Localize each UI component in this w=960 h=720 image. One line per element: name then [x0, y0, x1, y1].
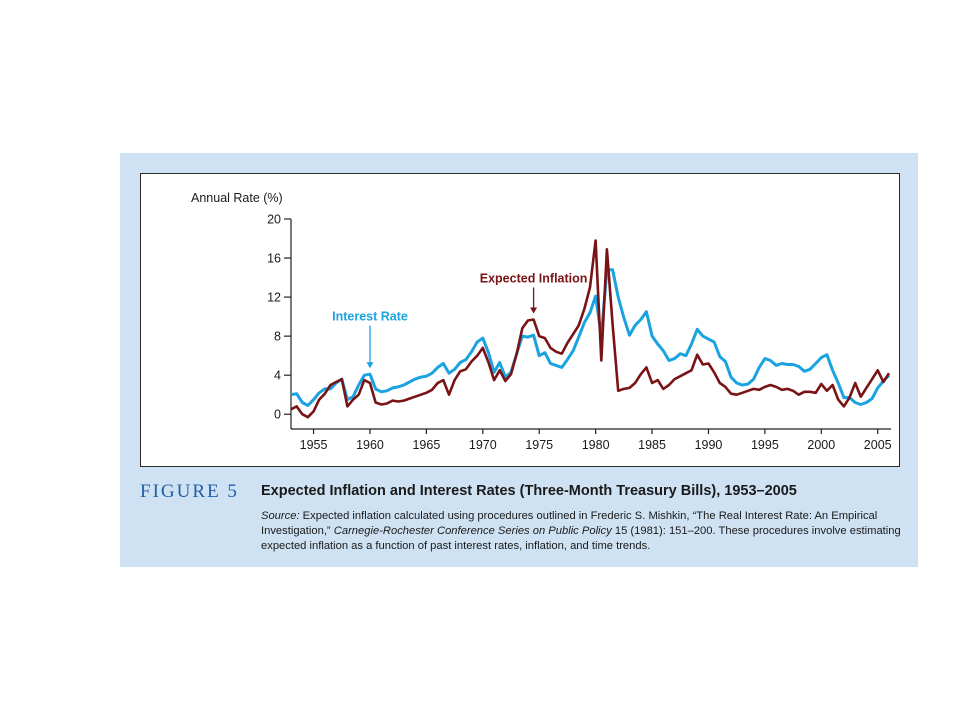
- x-tick-label: 2005: [864, 438, 892, 452]
- x-tick-label: 1990: [695, 438, 723, 452]
- arrow-head-icon: [530, 307, 538, 314]
- source-text-1: Expected inflation calculated using proc…: [261, 510, 878, 537]
- chart-frame: 0 4 8 12 16 20 Annual Rate (%) 1955 1960 1965 1970…: [140, 173, 900, 467]
- figure-source: Source: Expected inflation calculated us…: [261, 509, 901, 554]
- y-tick-label: 20: [267, 213, 281, 227]
- x-tick-label: 1965: [412, 438, 440, 452]
- source-journal: Carnegie-Rochester Conference Series on …: [333, 525, 612, 537]
- source-lead: Source:: [261, 510, 300, 522]
- x-tick-label: 2000: [807, 438, 835, 452]
- x-tick-label: 1980: [582, 438, 610, 452]
- y-axis-label: Annual Rate (%): [191, 191, 283, 205]
- source-text-2: 15 (1981): 151–200. These procedures inv…: [261, 525, 901, 552]
- figure-panel: 0 4 8 12 16 20 Annual Rate (%) 1955 1960 1965 1970…: [120, 153, 918, 567]
- y-tick-label: 0: [274, 408, 281, 422]
- y-tick-label: 4: [274, 369, 281, 383]
- x-tick-label: 1970: [469, 438, 497, 452]
- y-tick-label: 16: [267, 252, 281, 266]
- arrow-head-icon: [366, 362, 374, 369]
- x-tick-label: 1955: [300, 438, 328, 452]
- x-tick-label: 1960: [356, 438, 384, 452]
- y-tick-label: 12: [267, 291, 281, 305]
- x-tick-label: 1975: [525, 438, 553, 452]
- series-line-expected-inflation: [290, 239, 891, 419]
- x-tick-label: 1985: [638, 438, 666, 452]
- figure-label: FIGURE 5: [140, 481, 239, 502]
- series-line-interest-rate: [290, 268, 891, 407]
- series-label-interest-rate: Interest Rate: [332, 310, 408, 324]
- y-tick-label: 8: [274, 330, 281, 344]
- line-chart: 0 4 8 12 16 20 Annual Rate (%) 1955 1960 1965 1970…: [191, 191, 892, 452]
- series-label-expected-inflation: Expected Inflation: [480, 271, 588, 285]
- figure-title: Expected Inflation and Interest Rates (T…: [261, 483, 797, 499]
- x-tick-label: 1995: [751, 438, 779, 452]
